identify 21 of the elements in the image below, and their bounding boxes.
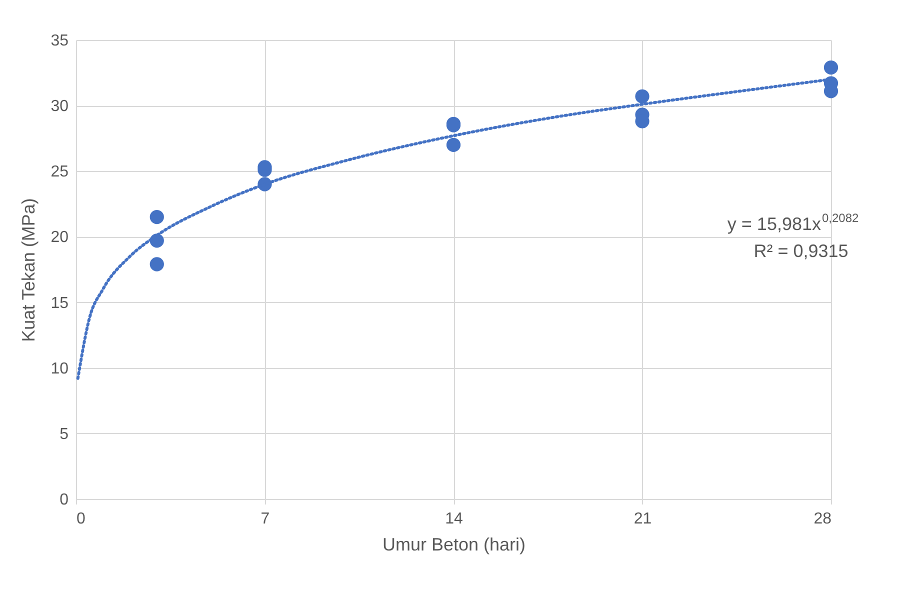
y-tick-label: 20 bbox=[50, 229, 69, 246]
y-tick-label: 5 bbox=[60, 426, 69, 443]
x-axis-title: Umur Beton (hari) bbox=[382, 534, 526, 554]
point bbox=[635, 89, 650, 104]
x-tick-label: 0 bbox=[76, 510, 86, 528]
point bbox=[150, 210, 164, 224]
point bbox=[446, 138, 461, 152]
y-tick-label: 15 bbox=[50, 294, 69, 312]
x-tick-label: 28 bbox=[814, 510, 832, 528]
y-axis-title: Kuat Tekan (MPa) bbox=[18, 198, 39, 342]
y-tick-label: 35 bbox=[50, 32, 69, 50]
x-tick-label: 7 bbox=[260, 510, 270, 528]
y-tick-label: 25 bbox=[50, 164, 69, 181]
point bbox=[150, 257, 164, 272]
y-tick-label: 10 bbox=[50, 360, 69, 378]
annotation: R² = 0,9315 bbox=[754, 241, 848, 261]
y-tick-label: 30 bbox=[50, 98, 69, 116]
point bbox=[824, 60, 838, 75]
x-tick-label: 14 bbox=[445, 510, 463, 528]
y-tick-label: 0 bbox=[60, 492, 69, 508]
x-tick-label: 21 bbox=[634, 510, 652, 528]
